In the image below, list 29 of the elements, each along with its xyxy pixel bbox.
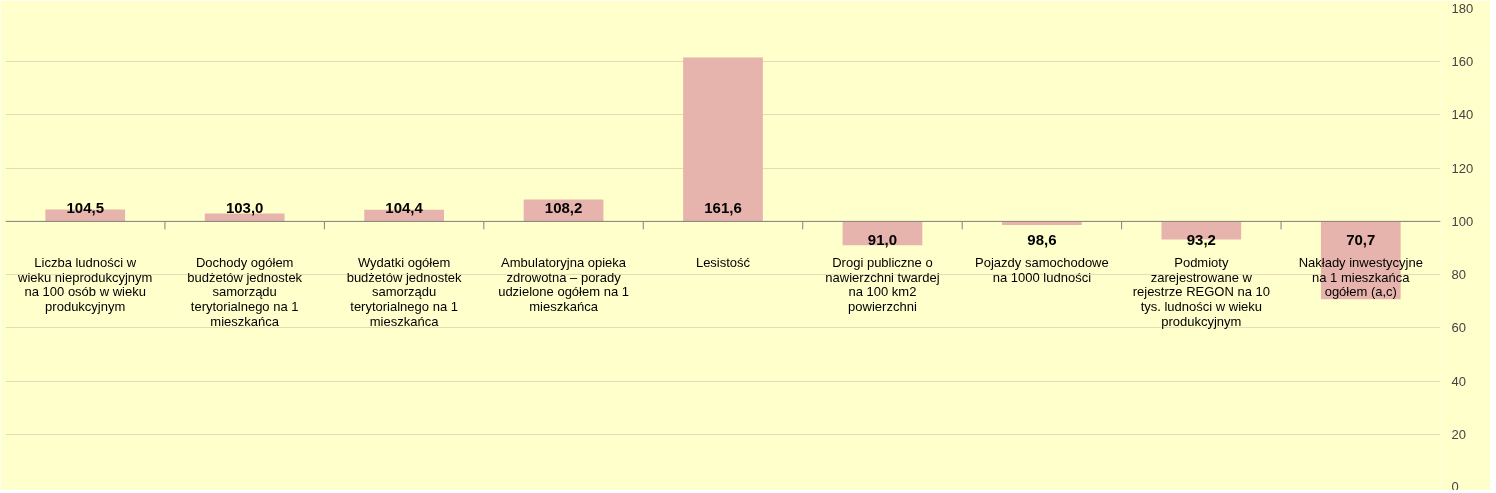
- data-label: 108,2: [544, 199, 583, 217]
- y-tick-label: 20: [1451, 426, 1466, 442]
- y-tick-label: 160: [1451, 54, 1474, 70]
- x-tick-label: Ambulatoryjna opieka zdrowotna – porady udzielone ogółem na 1 mieszkańca: [498, 254, 629, 315]
- data-label: 91,0: [867, 231, 898, 249]
- x-tick-label: Drogi publiczne o nawierzchni twardej na 100 km2 powierzchni: [825, 254, 940, 315]
- x-tick-label: Liczba ludności w wieku nieprodukcyjnym na 100 osób w wieku produkcyjnym: [17, 254, 153, 315]
- x-tick-label: Dochody ogółem budżetów jednostek samorządu terytorialnego na 1 mieszkańca: [187, 254, 303, 330]
- data-label: 104,5: [66, 199, 104, 217]
- y-tick-label: 100: [1451, 213, 1474, 229]
- x-tick-label: Wydatki ogółem budżetów jednostek samorządu terytorialnego na 1 mieszkańca: [346, 254, 463, 330]
- data-label: 98,6: [1027, 231, 1057, 249]
- data-label: 104,4: [385, 199, 424, 217]
- x-tick-label: Lesistość: [695, 254, 751, 270]
- x-tick-label: Podmioty zarejestrowane w rejestrze REGON na 10 tys. ludności w wieku produkcyjnym: [1132, 254, 1270, 330]
- y-tick-label: 120: [1451, 160, 1474, 176]
- data-label: 161,6: [704, 199, 742, 217]
- y-tick-label: 80: [1451, 267, 1466, 283]
- y-tick-label: 140: [1451, 107, 1474, 123]
- y-tick-label: 180: [1451, 1, 1474, 16]
- y-tick-label: 60: [1451, 320, 1466, 336]
- x-tick-label: Pojazdy samochodowe na 1000 ludności: [975, 254, 1109, 285]
- y-tick-label: 0: [1451, 478, 1459, 493]
- data-label: 93,2: [1186, 231, 1216, 249]
- y-tick-label: 40: [1451, 373, 1466, 389]
- data-label: 70,7: [1346, 231, 1376, 249]
- x-tick-label: Nakłady inwestycyjne na 1 mieszkańca ogółem (a,c): [1298, 254, 1423, 300]
- bar: [683, 57, 763, 222]
- data-label: 103,0: [225, 199, 264, 217]
